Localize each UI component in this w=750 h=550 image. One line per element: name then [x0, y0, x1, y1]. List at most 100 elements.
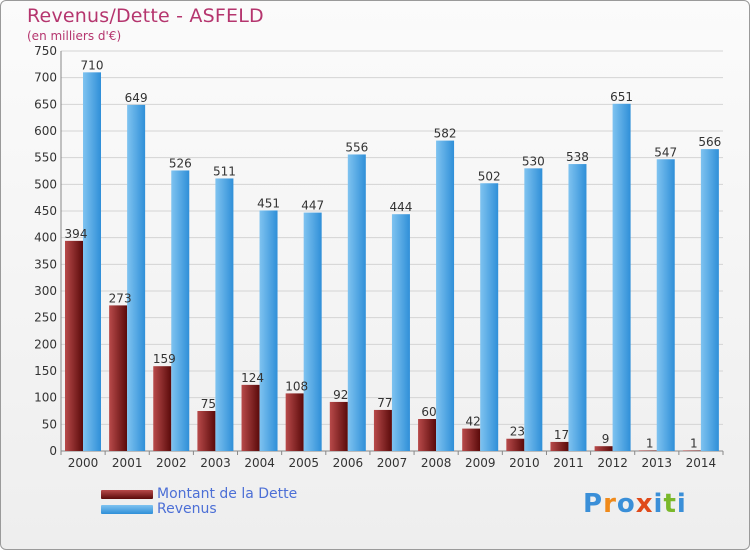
bar-revenus — [83, 72, 101, 451]
y-tick-label: 700 — [34, 71, 57, 85]
bar-dette — [462, 428, 481, 451]
y-tick-label: 300 — [34, 284, 57, 298]
y-tick-label: 550 — [34, 151, 57, 165]
bar-revenus — [612, 103, 631, 452]
y-tick-label: 450 — [34, 204, 57, 218]
bar-dette — [241, 384, 260, 451]
proxiti-logo: Proxiti — [583, 489, 687, 519]
bar-dette — [65, 240, 83, 451]
data-label-revenus: 651 — [610, 90, 633, 104]
y-tick-label: 600 — [34, 124, 57, 138]
bar-revenus — [480, 183, 499, 451]
data-label-revenus: 710 — [81, 58, 104, 72]
data-label-dette: 9 — [602, 432, 610, 446]
data-label-dette: 75 — [201, 397, 216, 411]
legend-swatch-dette — [101, 490, 153, 499]
x-tick-label: 2008 — [421, 456, 452, 470]
data-label-dette: 1 — [646, 436, 654, 450]
bar-dette — [594, 446, 613, 451]
y-tick-label: 0 — [49, 444, 57, 458]
data-label-revenus: 444 — [389, 200, 412, 214]
x-tick-label: 2004 — [244, 456, 275, 470]
x-tick-label: 2000 — [68, 456, 99, 470]
data-label-dette: 1 — [690, 436, 698, 450]
bars — [65, 72, 719, 452]
bar-revenus — [171, 170, 190, 451]
bar-dette — [153, 366, 172, 451]
x-tick-label: 2013 — [642, 456, 673, 470]
labels: 0 50 100 150 200 250 300 350 400 450 500 550 600 650 7… — [34, 44, 721, 470]
x-tick-label: 2009 — [465, 456, 496, 470]
y-tick-label: 350 — [34, 257, 57, 271]
bar-revenus — [259, 210, 278, 451]
bar-dette — [285, 393, 304, 451]
bar-revenus — [568, 164, 587, 452]
data-label-revenus: 526 — [169, 156, 192, 170]
bar-revenus — [303, 212, 322, 451]
y-tick-label: 50 — [42, 417, 57, 431]
data-label-dette: 124 — [241, 371, 264, 385]
y-tick-label: 150 — [34, 364, 57, 378]
bar-dette — [329, 401, 348, 451]
y-tick-label: 400 — [34, 231, 57, 245]
bar-revenus — [656, 159, 675, 451]
logo-letter: i — [653, 489, 664, 519]
bar-dette — [506, 438, 525, 451]
bar-dette — [197, 411, 216, 451]
data-label-revenus: 566 — [698, 135, 721, 149]
x-tick-label: 2012 — [597, 456, 628, 470]
logo-letter: P — [583, 489, 604, 519]
x-tick-label: 2007 — [377, 456, 408, 470]
data-label-dette: 108 — [285, 379, 308, 393]
bar-revenus — [347, 154, 366, 451]
x-tick-label: 2001 — [112, 456, 143, 470]
data-label-revenus: 556 — [345, 140, 368, 154]
legend-label-revenus: Revenus — [157, 501, 217, 517]
y-tick-label: 500 — [34, 177, 57, 191]
logo-letter: r — [603, 489, 617, 519]
data-label-revenus: 502 — [478, 169, 501, 183]
chart-subtitle: (en milliers d'€) — [27, 29, 122, 43]
bar-dette — [418, 419, 437, 451]
bar-revenus — [127, 104, 146, 451]
logo-letter: t — [663, 489, 677, 519]
bar-revenus — [391, 214, 410, 451]
y-tick-label: 250 — [34, 311, 57, 325]
data-label-dette: 394 — [65, 227, 88, 241]
data-label-revenus: 547 — [654, 145, 677, 159]
bar-revenus — [524, 168, 543, 452]
bar-revenus — [436, 140, 455, 451]
legend-item-revenus: Revenus — [101, 502, 297, 517]
logo-letter: o — [616, 489, 636, 519]
bar-dette — [109, 305, 128, 451]
x-tick-label: 2014 — [686, 456, 717, 470]
data-label-revenus: 582 — [434, 127, 457, 141]
x-tick-label: 2006 — [333, 456, 364, 470]
y-tick-label: 200 — [34, 337, 57, 351]
x-tick-label: 2005 — [288, 456, 319, 470]
chart-title: Revenus/Dette - ASFELD — [27, 5, 264, 27]
x-tick-label: 2010 — [509, 456, 540, 470]
bar-dette — [373, 409, 392, 451]
bar-dette — [550, 441, 569, 451]
x-tick-label: 2011 — [553, 456, 584, 470]
data-label-revenus: 530 — [522, 154, 545, 168]
logo-letter: x — [635, 489, 654, 519]
legend-swatch-revenus — [101, 505, 153, 514]
data-label-revenus: 649 — [125, 91, 148, 105]
legend: Montant de la Dette Revenus — [101, 487, 297, 517]
data-label-dette: 17 — [554, 428, 569, 442]
x-tick-label: 2003 — [200, 456, 231, 470]
logo-letter: i — [676, 489, 687, 519]
bar-revenus — [215, 178, 234, 451]
data-label-dette: 77 — [377, 396, 392, 410]
y-tick-label: 650 — [34, 97, 57, 111]
y-tick-label: 750 — [34, 44, 57, 58]
legend-label-dette: Montant de la Dette — [157, 486, 298, 502]
data-label-dette: 42 — [466, 415, 481, 429]
data-label-revenus: 451 — [257, 196, 280, 210]
legend-item-dette: Montant de la Dette — [101, 487, 297, 502]
data-label-dette: 159 — [153, 352, 176, 366]
